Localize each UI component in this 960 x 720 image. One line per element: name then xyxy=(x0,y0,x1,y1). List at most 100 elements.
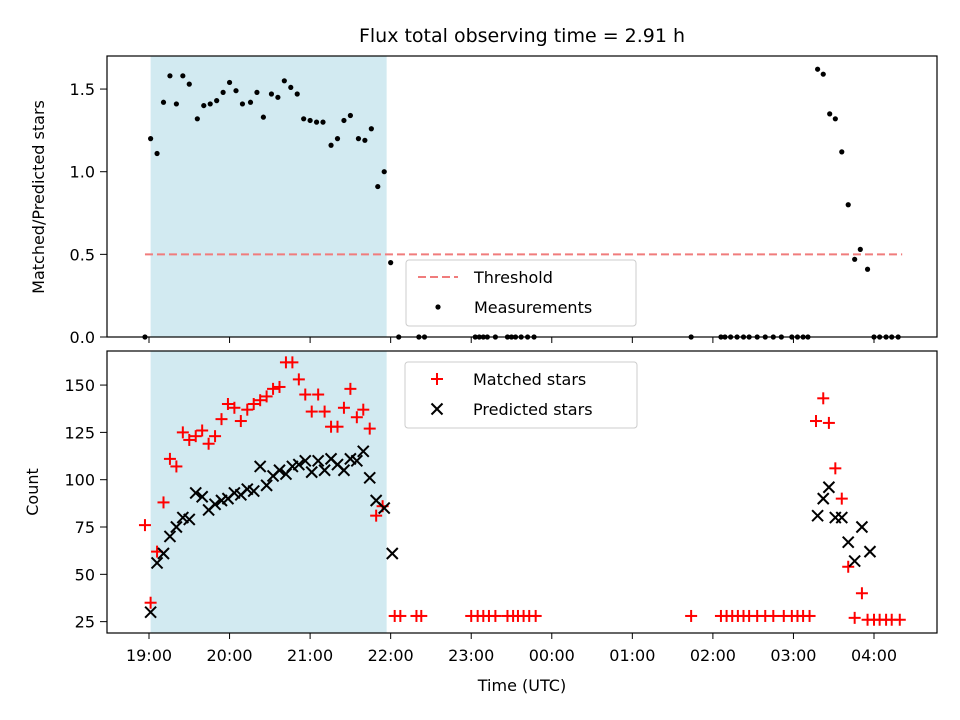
matched-star-point xyxy=(221,397,234,410)
bottom-y-tick-label: 25 xyxy=(75,613,95,632)
matched-star-point xyxy=(855,587,868,600)
bottom-legend-box xyxy=(404,361,638,429)
measurement-point xyxy=(275,94,281,100)
bottom-y-tick-label: 125 xyxy=(64,423,95,442)
measurement-point xyxy=(815,66,821,72)
measurement-point xyxy=(186,81,192,87)
measurement-point xyxy=(160,99,167,105)
matched-star-point xyxy=(848,611,861,624)
matched-star-point xyxy=(357,403,370,416)
top-y-axis-label: Matched/Predicted stars xyxy=(29,100,48,294)
measurement-point xyxy=(845,202,851,208)
matched-star-point xyxy=(344,382,357,395)
bottom-y-tick-label: 50 xyxy=(75,565,95,584)
measurement-point xyxy=(827,111,833,117)
matched-star-point xyxy=(363,422,376,435)
matched-star-point xyxy=(273,380,286,393)
matched-star-point xyxy=(254,394,267,407)
predicted-star-point xyxy=(260,479,273,492)
measurement-point xyxy=(220,89,226,95)
measurement-point xyxy=(381,169,387,175)
measurement-point xyxy=(239,101,246,107)
matched-star-point xyxy=(196,424,209,437)
predicted-star-point xyxy=(386,547,399,560)
matched-star-point xyxy=(189,430,202,443)
predicted-star-point xyxy=(318,464,331,477)
predicted-star-point xyxy=(163,530,177,543)
measurement-point xyxy=(214,98,220,104)
measurement-point xyxy=(341,117,347,124)
x-tick-label: 00:00 xyxy=(529,646,575,665)
bottom-legend: Matched stars Predicted stars xyxy=(404,361,638,429)
matched-star-point xyxy=(489,609,502,622)
measurement-point xyxy=(368,126,374,132)
measurement-point xyxy=(281,78,287,84)
top-y-tick-label: 0.0 xyxy=(70,328,95,347)
bottom-x-ticks: 19:00 20:00 21:00 22:00 23:00 00:00 01:00 02:00… xyxy=(126,633,897,665)
x-tick-label: 01:00 xyxy=(609,646,655,665)
measurement-point xyxy=(194,116,200,122)
threshold-legend-label: Threshold xyxy=(473,268,553,287)
predicted-star-point xyxy=(183,513,196,526)
predicted-star-point xyxy=(848,554,861,568)
measurement-point xyxy=(260,114,266,120)
measurement-point xyxy=(307,117,313,124)
measurement-point xyxy=(226,79,233,86)
predicted-star-point xyxy=(855,520,869,534)
predicted-star-point xyxy=(363,471,376,485)
predicted-star-point xyxy=(357,445,370,458)
matched-star-point xyxy=(144,596,157,609)
measurement-point xyxy=(864,266,871,272)
bottom-panel: 25 50 75 100 125 150 19:00 20:00 21:00 22:00 23:0… xyxy=(23,350,938,695)
chart-title: Flux total observing time = 2.91 h xyxy=(359,25,685,47)
measurement-point xyxy=(355,136,362,142)
matched-star-point xyxy=(312,388,325,401)
predicted-legend-marker xyxy=(430,402,444,416)
x-tick-label: 23:00 xyxy=(448,646,494,665)
matched-star-point xyxy=(267,382,280,395)
measurement-point xyxy=(820,71,826,77)
matched-star-point xyxy=(529,609,542,622)
predicted-star-point xyxy=(811,509,824,522)
matched-star-point xyxy=(685,609,698,622)
measurements-legend-label: Measurements xyxy=(474,298,592,317)
predicted-star-point xyxy=(817,492,830,505)
measurement-point xyxy=(857,246,863,252)
predicted-star-point xyxy=(273,464,286,477)
matched-star-point xyxy=(767,609,780,622)
matched-star-point xyxy=(337,401,350,414)
matched-star-point xyxy=(299,388,312,401)
predicted-star-point xyxy=(378,501,391,515)
matched-star-point xyxy=(170,460,183,473)
matched-star-point xyxy=(318,405,331,418)
predicted-star-point xyxy=(863,545,877,558)
measurement-point xyxy=(852,256,858,262)
predicted-star-point xyxy=(195,490,209,503)
predicted-star-point xyxy=(247,484,260,498)
top-y-tick-label: 1.0 xyxy=(70,163,95,182)
matched-star-point xyxy=(835,492,848,505)
measurement-point xyxy=(362,137,368,143)
x-tick-label: 04:00 xyxy=(851,646,897,665)
x-tick-label: 03:00 xyxy=(770,646,816,665)
measurement-point xyxy=(288,84,294,91)
predicted-star-point xyxy=(835,511,848,524)
bottom-y-tick-label: 75 xyxy=(75,518,95,537)
matched-star-point xyxy=(822,416,835,429)
matched-star-point xyxy=(176,426,189,439)
bottom-shaded-region xyxy=(150,351,387,633)
measurement-point xyxy=(201,102,207,109)
measurement-point xyxy=(268,91,275,97)
x-axis-label: Time (UTC) xyxy=(477,676,566,695)
predicted-star-point xyxy=(337,464,351,477)
matched-star-point xyxy=(247,397,260,410)
matched-legend-marker xyxy=(431,373,443,385)
measurement-point xyxy=(180,73,186,79)
top-panel: 0.0 0.5 1.0 1.5 Matched/Predicted stars Thr… xyxy=(29,55,938,347)
predicted-star-point xyxy=(150,556,164,570)
top-y-tick-label: 0.5 xyxy=(70,245,95,264)
predicted-star-point xyxy=(292,458,306,471)
top-y-ticks: 0.0 0.5 1.0 1.5 xyxy=(70,80,107,347)
measurement-point xyxy=(154,150,160,157)
